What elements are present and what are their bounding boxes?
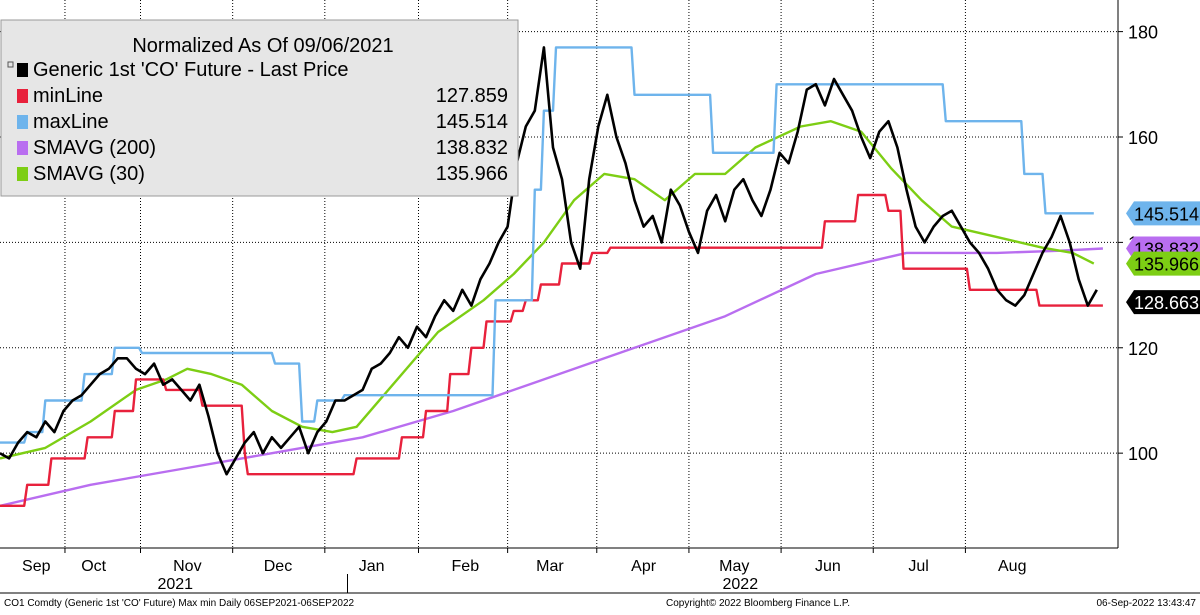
- footer-timestamp: 06-Sep-2022 13:43:47: [1096, 598, 1196, 609]
- x-tick-label: Feb: [452, 558, 480, 575]
- legend-title: Normalized As Of 09/06/2021: [132, 35, 393, 57]
- legend-label: maxLine: [33, 111, 109, 133]
- x-tick-label: Jul: [908, 558, 928, 575]
- legend-marker-small: [7, 61, 14, 68]
- end-value-tag: [1126, 251, 1200, 276]
- legend-value: 138.832: [436, 137, 508, 159]
- x-tick-label: Dec: [264, 558, 292, 575]
- y-tick-label: 180: [1128, 23, 1158, 43]
- legend-swatch: [17, 89, 28, 103]
- series-line-minline: [0, 193, 1103, 507]
- x-tick-label: May: [719, 558, 749, 575]
- legend-swatch: [17, 141, 28, 155]
- legend-swatch: [17, 167, 28, 181]
- end-value-tag: [1126, 201, 1200, 226]
- legend-label: SMAVG (30): [33, 163, 145, 185]
- x-year-label: 2022: [723, 576, 759, 593]
- legend-swatch: [17, 63, 28, 77]
- x-tick-label: Nov: [173, 558, 201, 575]
- x-tick-label: Apr: [631, 558, 657, 575]
- series-lines: [0, 46, 1103, 507]
- legend-label: SMAVG (200): [33, 137, 156, 159]
- x-tick-label: Oct: [81, 558, 106, 575]
- legend-label: minLine: [33, 85, 103, 107]
- x-tick-label: Aug: [998, 558, 1026, 575]
- end-value-label: 135.966: [1134, 255, 1199, 275]
- end-value-tag: [1126, 290, 1200, 315]
- x-tick-label: Sep: [22, 558, 51, 575]
- x-tick-label: Mar: [536, 558, 564, 575]
- legend-value: 135.966: [436, 163, 508, 185]
- footer: CO1 Comdty (Generic 1st 'CO' Future) Max…: [4, 598, 1196, 609]
- legend-swatch: [17, 115, 28, 129]
- series-line-generic-1st-co-future-last-price: [0, 46, 1098, 476]
- y-tick-label: 100: [1128, 444, 1158, 464]
- legend-value: 127.859: [436, 85, 508, 107]
- legend-label: Generic 1st 'CO' Future - Last Price: [33, 59, 349, 81]
- x-year-label: 2021: [157, 576, 193, 593]
- legend: Normalized As Of 09/06/2021 Generic 1st …: [0, 19, 519, 197]
- x-tick-label: Jan: [359, 558, 385, 575]
- legend-box: [0, 19, 519, 197]
- series-line-smavg-200: [0, 247, 1103, 507]
- footer-source: CO1 Comdty (Generic 1st 'CO' Future) Max…: [4, 598, 355, 609]
- legend-value: 145.514: [436, 111, 508, 133]
- end-value-label: 145.514: [1134, 204, 1199, 224]
- y-tick-label: 120: [1128, 339, 1158, 359]
- footer-copyright: Copyright© 2022 Bloomberg Finance L.P.: [666, 598, 850, 609]
- x-tick-label: Jun: [815, 558, 841, 575]
- y-tick-label: 160: [1128, 128, 1158, 148]
- end-value-label: 128.663: [1134, 293, 1199, 313]
